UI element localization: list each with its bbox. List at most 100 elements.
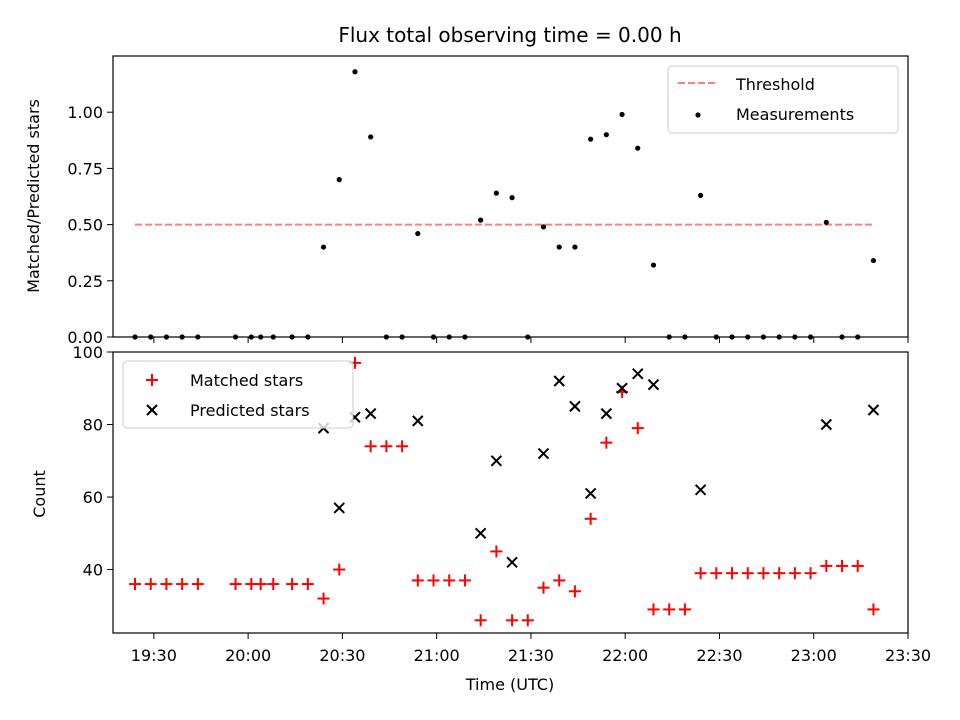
- matched-point: [254, 578, 267, 591]
- legend-matched-swatch: [146, 374, 158, 386]
- matched-point: [773, 567, 786, 580]
- matched-point: [600, 436, 613, 449]
- measurement-point: [478, 217, 484, 223]
- matched-point: [726, 567, 739, 580]
- matched-point: [710, 567, 723, 580]
- matched-point: [411, 574, 424, 587]
- predicted-point: [364, 407, 377, 420]
- count-legend: Matched stars Predicted stars: [122, 360, 354, 429]
- predicted-point: [694, 484, 707, 496]
- measurement-point: [509, 195, 515, 201]
- matched-point: [427, 574, 440, 587]
- count-x-tick-label: 20:30: [319, 646, 365, 665]
- matched-point: [506, 614, 519, 627]
- matched-point: [144, 578, 157, 591]
- ratio-y-tick-label: 0.75: [67, 159, 103, 178]
- count-y-tick-label: 40: [83, 561, 103, 580]
- ratio-y-axis-label: Matched/Predicted stars: [24, 99, 43, 293]
- measurement-point: [823, 219, 829, 225]
- matched-point: [380, 440, 393, 453]
- matched-point: [364, 440, 377, 453]
- matched-point: [458, 574, 471, 587]
- ratio-x-ticks: [153, 337, 909, 343]
- matched-point: [788, 567, 801, 580]
- predicted-point: [553, 375, 565, 387]
- matched-point: [836, 559, 849, 572]
- measurement-point: [870, 257, 877, 264]
- ratio-legend-box: [667, 65, 899, 134]
- legend-measurements-label: Measurements: [736, 105, 854, 124]
- count-y-tick-label: 80: [83, 416, 103, 435]
- matched-point: [851, 559, 864, 572]
- matched-point: [678, 603, 691, 616]
- count-y-tick-label: 100: [72, 343, 103, 362]
- measurement-point: [619, 111, 625, 118]
- count-axes-frame: [112, 351, 909, 634]
- count-marks: [128, 356, 880, 627]
- matched-point: [286, 578, 299, 591]
- matched-point: [537, 581, 550, 594]
- count-y-tick-label: 60: [83, 488, 103, 507]
- ratio-y-tick-label: 1.00: [67, 103, 103, 122]
- measurement-point: [540, 224, 547, 230]
- predicted-point: [474, 527, 487, 539]
- matched-point: [741, 567, 754, 580]
- measurement-point: [368, 134, 374, 140]
- matched-point: [474, 614, 487, 627]
- legend-predicted-label: Predicted stars: [190, 401, 310, 420]
- legend-predicted-swatch: [146, 404, 158, 416]
- count-x-tick-label: 23:30: [885, 646, 931, 665]
- matched-point: [396, 440, 409, 453]
- count-x-tick-label: 22:00: [602, 646, 648, 665]
- matched-point: [490, 545, 503, 558]
- legend-matched-label: Matched stars: [190, 371, 303, 390]
- predicted-point: [584, 487, 597, 500]
- matched-point: [443, 574, 456, 587]
- ratio-legend: Threshold Measurements: [667, 65, 899, 134]
- predicted-point: [867, 404, 880, 416]
- measurement-point: [650, 262, 657, 268]
- count-panel: 40 60 80 100 19:30 20:00 20:30 21:00 21:30 22:00…: [30, 343, 931, 694]
- matched-point: [820, 559, 833, 572]
- measurement-point: [493, 190, 499, 196]
- measurement-point: [572, 244, 578, 250]
- measurement-point: [336, 177, 342, 183]
- predicted-point: [820, 418, 833, 431]
- predicted-point: [616, 382, 628, 394]
- predicted-point: [490, 455, 503, 467]
- measurement-point: [352, 69, 358, 75]
- count-legend-box: [122, 360, 354, 429]
- matched-point: [317, 592, 330, 605]
- matched-point: [128, 578, 141, 591]
- ratio-y-ticks: 0.00 0.25 0.50 0.75 1.00: [67, 103, 113, 347]
- legend-threshold-label: Threshold: [735, 75, 815, 94]
- measurement-point: [556, 244, 562, 250]
- count-x-tick-label: 21:30: [508, 646, 554, 665]
- ratio-axes-frame: [112, 55, 909, 338]
- matched-point: [267, 578, 280, 591]
- measurement-point: [588, 136, 594, 142]
- ratio-y-tick-label: 0.25: [67, 272, 103, 291]
- count-x-tick-label: 21:00: [414, 646, 460, 665]
- matched-point: [694, 567, 707, 580]
- predicted-point: [412, 415, 424, 427]
- matched-point: [521, 614, 534, 627]
- predicted-point: [632, 368, 644, 380]
- measurement-point: [698, 192, 704, 198]
- predicted-point: [569, 400, 581, 413]
- matched-point: [584, 512, 597, 525]
- matched-point: [160, 578, 173, 591]
- figure-title: Flux total observing time = 0.00 h: [338, 23, 681, 47]
- measurement-point: [603, 132, 609, 138]
- matched-point: [229, 578, 242, 591]
- matched-point: [301, 578, 314, 591]
- count-x-tick-label: 20:00: [225, 646, 271, 665]
- predicted-point: [600, 407, 613, 420]
- measurement-point: [320, 244, 327, 250]
- matched-point: [647, 603, 660, 616]
- measurement-point: [635, 145, 641, 151]
- predicted-point: [333, 502, 345, 514]
- count-y-axis-label: Count: [30, 470, 49, 518]
- matched-point: [553, 574, 566, 587]
